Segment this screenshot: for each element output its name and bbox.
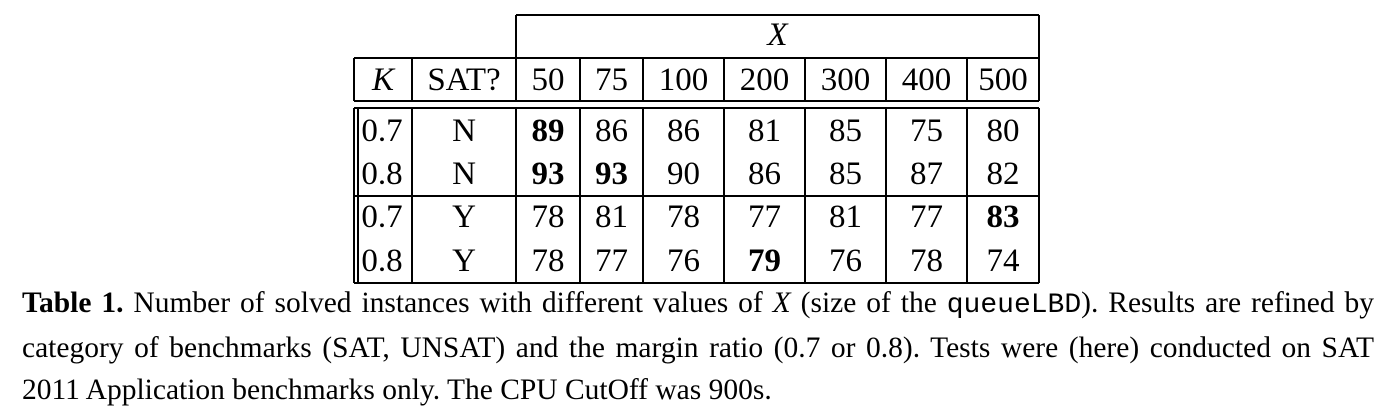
- caption-code: queueLBD: [946, 290, 1082, 321]
- cell-sat-row-0: N: [452, 113, 476, 149]
- header-x-300: 300: [821, 62, 871, 98]
- cell-row-3-col-6: 74: [987, 243, 1020, 279]
- header-sat: SAT?: [427, 62, 500, 98]
- cell-sat-row-2: Y: [452, 199, 476, 235]
- caption-text-part-1: Number of solved instances with differen…: [123, 287, 773, 319]
- cell-row-0-col-5: 75: [910, 113, 943, 149]
- cell-row-1-col-6: 82: [987, 156, 1020, 192]
- cell-k-row-0: 0.7: [361, 113, 402, 149]
- cell-row-1-col-1: 93: [595, 156, 628, 192]
- cell-k-row-3: 0.8: [361, 243, 402, 279]
- caption-text-part-2: (size of the: [790, 287, 947, 319]
- cell-row-0-col-6: 80: [987, 113, 1020, 149]
- caption-variable: X: [772, 287, 791, 319]
- cell-row-2-col-6: 83: [987, 199, 1020, 235]
- cell-row-2-col-2: 78: [667, 199, 700, 235]
- cell-row-0-col-4: 85: [829, 113, 862, 149]
- cell-row-3-col-4: 76: [829, 243, 862, 279]
- cell-row-2-col-0: 78: [532, 199, 565, 235]
- cell-sat-row-3: Y: [452, 243, 476, 279]
- table-cells: X K SAT? 50 75 100 200 300 400 500 0.7 N 89 86 86 81 85 7…: [361, 17, 1027, 279]
- results-table: X K SAT? 50 75 100 200 300 400 500 0.7 N 89 86 86 81 85 7…: [353, 14, 1040, 284]
- cell-row-3-col-0: 78: [532, 243, 565, 279]
- cell-row-2-col-4: 81: [829, 199, 862, 235]
- cell-row-0-col-2: 86: [667, 113, 700, 149]
- cell-row-1-col-5: 87: [910, 156, 943, 192]
- header-k: K: [371, 62, 396, 98]
- cell-row-0-col-3: 81: [748, 113, 781, 149]
- cell-row-2-col-3: 77: [748, 199, 781, 235]
- header-x-500: 500: [978, 62, 1028, 98]
- cell-sat-row-1: N: [452, 156, 476, 192]
- table-caption: Table 1. Number of solved instances with…: [22, 282, 1374, 411]
- header-x-75: 75: [595, 62, 628, 98]
- header-x-50: 50: [532, 62, 565, 98]
- cell-row-3-col-3: 79: [748, 243, 781, 279]
- cell-row-1-col-2: 90: [667, 156, 700, 192]
- cell-row-1-col-3: 86: [748, 156, 781, 192]
- caption-label: Table 1.: [22, 287, 124, 319]
- cell-row-0-col-1: 86: [595, 113, 628, 149]
- header-x-100: 100: [659, 62, 709, 98]
- cell-row-1-col-4: 85: [829, 156, 862, 192]
- cell-row-1-col-0: 93: [532, 156, 565, 192]
- cell-k-row-2: 0.7: [361, 199, 402, 235]
- header-x-400: 400: [902, 62, 952, 98]
- caption-text-part-3: ). Results are refined by category of be…: [22, 287, 1374, 406]
- cell-row-2-col-1: 81: [595, 199, 628, 235]
- cell-row-3-col-5: 78: [910, 243, 943, 279]
- cell-row-0-col-0: 89: [532, 113, 565, 149]
- cell-row-3-col-2: 76: [667, 243, 700, 279]
- cell-row-3-col-1: 77: [595, 243, 628, 279]
- header-x-200: 200: [740, 62, 790, 98]
- cell-row-2-col-5: 77: [910, 199, 943, 235]
- table-grid-lines: [353, 14, 1040, 284]
- cell-k-row-1: 0.8: [361, 156, 402, 192]
- header-x: X: [765, 17, 789, 53]
